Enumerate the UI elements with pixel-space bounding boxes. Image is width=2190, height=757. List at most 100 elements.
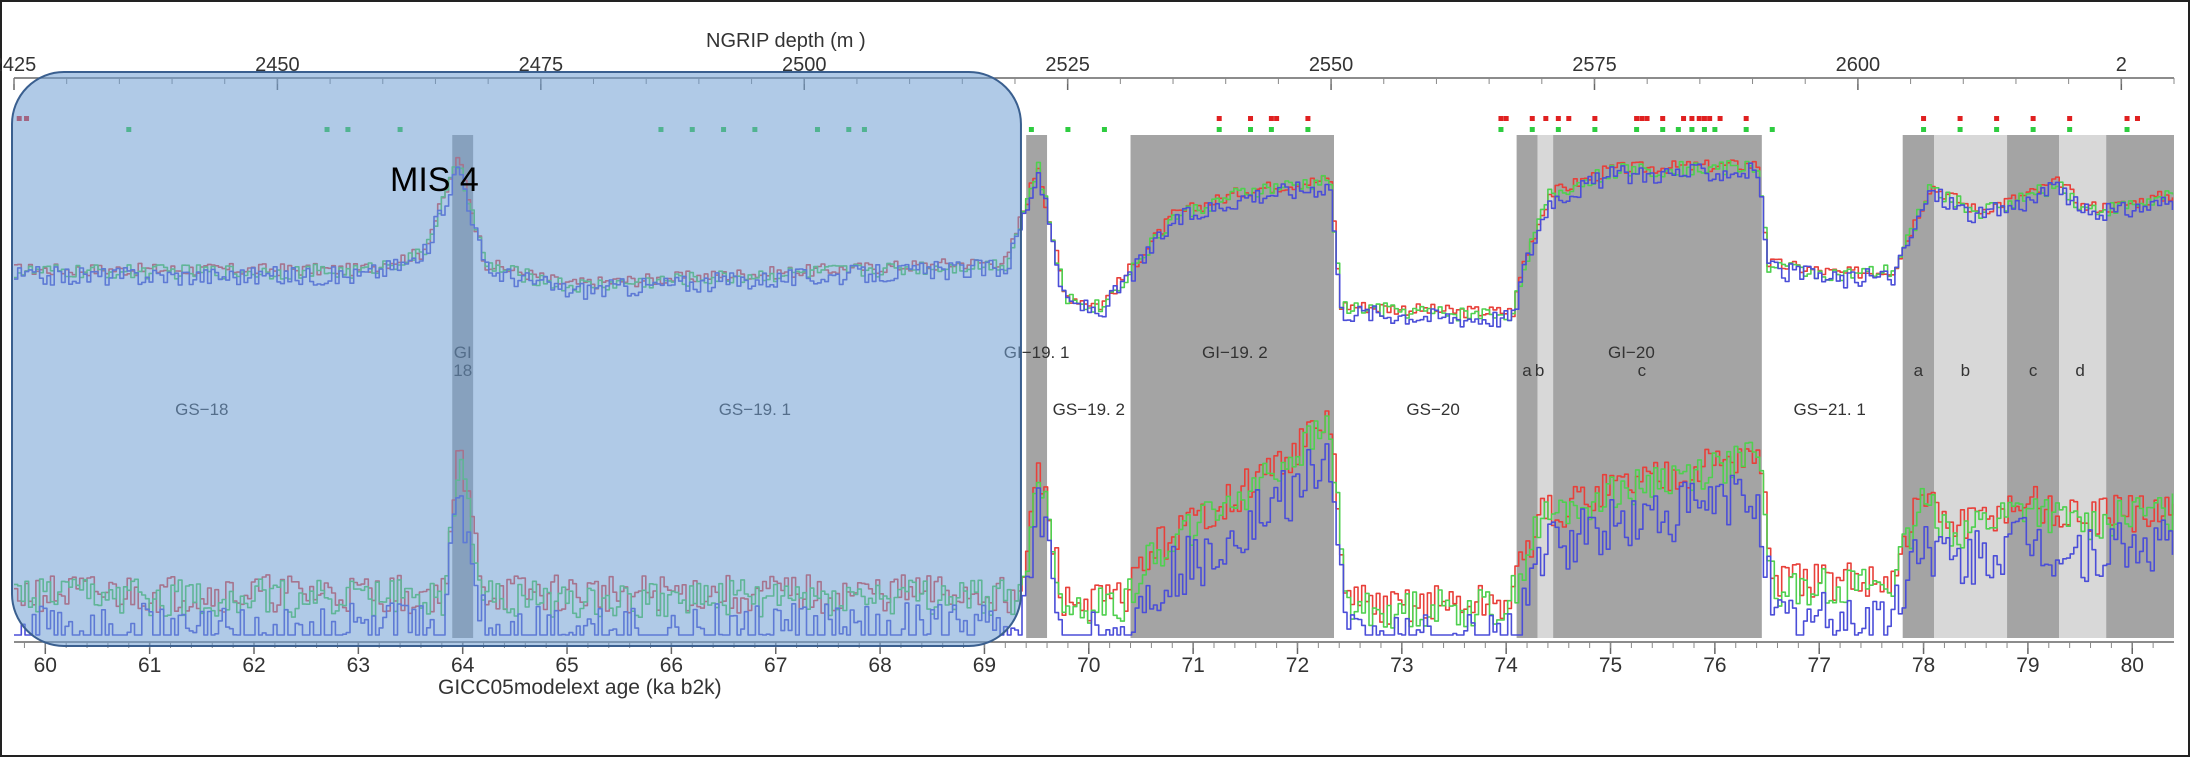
bottom-tick-label-3: 63 (347, 654, 370, 677)
red-marker-13 (1592, 116, 1598, 121)
red-marker-18 (1681, 116, 1687, 121)
green-marker-23 (1660, 127, 1666, 132)
green-marker-30 (1921, 127, 1927, 132)
red-marker-2 (1216, 116, 1222, 121)
bottom-tick-label-11: 71 (1181, 654, 1204, 677)
period-label-8: a (1522, 361, 1532, 380)
period-label-10: GI−20 (1608, 343, 1655, 362)
period-label-9: b (1535, 361, 1544, 380)
green-marker-17 (1305, 127, 1311, 132)
bottom-axis-title: GICC05modelext age (ka b2k) (438, 676, 722, 699)
red-marker-22 (1707, 116, 1713, 121)
green-marker-14 (1216, 127, 1222, 132)
bottom-tick-label-8: 68 (868, 654, 891, 677)
red-marker-16 (1644, 116, 1650, 121)
green-marker-31 (1957, 127, 1963, 132)
interstadial-band-7 (1934, 135, 2008, 638)
green-marker-16 (1268, 127, 1274, 132)
bottom-tick-label-20: 80 (2121, 654, 2144, 677)
interstadial-band-6 (1902, 135, 1934, 638)
top-tick-label-7: 2600 (1836, 54, 1881, 76)
period-label-13: a (1914, 361, 1924, 380)
bottom-tick-label-2: 62 (242, 654, 265, 677)
bottom-tick-label-19: 79 (2016, 654, 2039, 677)
bottom-tick-label-17: 77 (1808, 654, 1831, 677)
green-marker-28 (1743, 127, 1749, 132)
bottom-tick-label-9: 69 (973, 654, 996, 677)
red-marker-9 (1529, 116, 1535, 121)
bottom-tick-label-16: 76 (1703, 654, 1726, 677)
interstadial-band-3 (1516, 135, 1538, 638)
period-label-15: c (2029, 361, 2038, 380)
red-marker-23 (1717, 116, 1723, 121)
bottom-tick-label-15: 75 (1599, 654, 1622, 677)
green-marker-22 (1634, 127, 1640, 132)
red-marker-6 (1305, 116, 1311, 121)
period-label-6: GI−19. 2 (1202, 343, 1268, 362)
period-label-7: GS−20 (1406, 400, 1459, 419)
interstadial-band-5 (1553, 135, 1762, 638)
green-marker-11 (1028, 127, 1034, 132)
interstadial-band-8 (2007, 135, 2060, 638)
red-marker-15 (1639, 116, 1645, 121)
bottom-tick-label-4: 64 (451, 654, 475, 677)
red-marker-29 (2067, 116, 2073, 121)
bottom-tick-label-7: 67 (764, 654, 787, 677)
red-marker-24 (1743, 116, 1749, 121)
red-marker-4 (1268, 116, 1274, 121)
period-label-12: GS−21. 1 (1793, 400, 1865, 419)
period-label-11: c (1638, 361, 1647, 380)
green-marker-24 (1675, 127, 1681, 132)
red-marker-21 (1701, 116, 1707, 121)
top-depth-axis: NGRIP depth (m ) 2425 2450 2475 2500 2525 255… (0, 30, 2175, 90)
top-axis-title: NGRIP depth (m ) (706, 30, 866, 52)
red-marker-25 (1921, 116, 1927, 121)
green-marker-12 (1065, 127, 1071, 132)
bottom-tick-label-0: 60 (34, 654, 57, 677)
green-marker-32 (1994, 127, 2000, 132)
red-marker-12 (1566, 116, 1572, 121)
red-marker-3 (1248, 116, 1254, 121)
red-marker-19 (1689, 116, 1695, 121)
red-marker-10 (1543, 116, 1549, 121)
green-marker-33 (2030, 127, 2036, 132)
bottom-tick-label-13: 73 (1390, 654, 1413, 677)
bottom-tick-label-1: 61 (138, 654, 161, 677)
top-tick-label-0: 2425 (0, 54, 36, 76)
green-marker-35 (2124, 127, 2130, 132)
green-marker-25 (1689, 127, 1695, 132)
red-marker-11 (1555, 116, 1561, 121)
green-marker-19 (1529, 127, 1535, 132)
red-marker-30 (2124, 116, 2130, 121)
red-marker-27 (1994, 116, 2000, 121)
bottom-tick-label-12: 72 (1286, 654, 1309, 677)
red-marker-14 (1634, 116, 1640, 121)
green-marker-15 (1248, 127, 1254, 132)
top-tick-label-2: 2475 (519, 54, 564, 76)
top-tick-label-6: 2575 (1572, 54, 1617, 76)
top-tick-label-4: 2525 (1045, 54, 1090, 76)
bottom-tick-label-18: 78 (1912, 654, 1935, 677)
red-marker-28 (2030, 116, 2036, 121)
period-label-14: b (1961, 361, 1970, 380)
green-marker-21 (1592, 127, 1598, 132)
green-marker-13 (1101, 127, 1107, 132)
mis4-box (11, 71, 1022, 647)
bottom-tick-label-14: 74 (1494, 654, 1518, 677)
mis4-label: MIS 4 (390, 161, 479, 199)
red-marker-17 (1660, 116, 1666, 121)
bottom-tick-label-6: 66 (660, 654, 683, 677)
green-marker-18 (1498, 127, 1504, 132)
green-marker-27 (1712, 127, 1718, 132)
bottom-tick-label-10: 70 (1077, 654, 1100, 677)
green-marker-20 (1555, 127, 1561, 132)
top-tick-label-8: 2 (2116, 54, 2127, 76)
green-marker-34 (2067, 127, 2073, 132)
bottom-tick-label-5: 65 (555, 654, 578, 677)
red-marker-5 (1274, 116, 1280, 121)
green-marker-26 (1701, 127, 1707, 132)
top-tick-label-1: 2450 (255, 54, 300, 76)
red-marker-7 (1498, 116, 1504, 121)
